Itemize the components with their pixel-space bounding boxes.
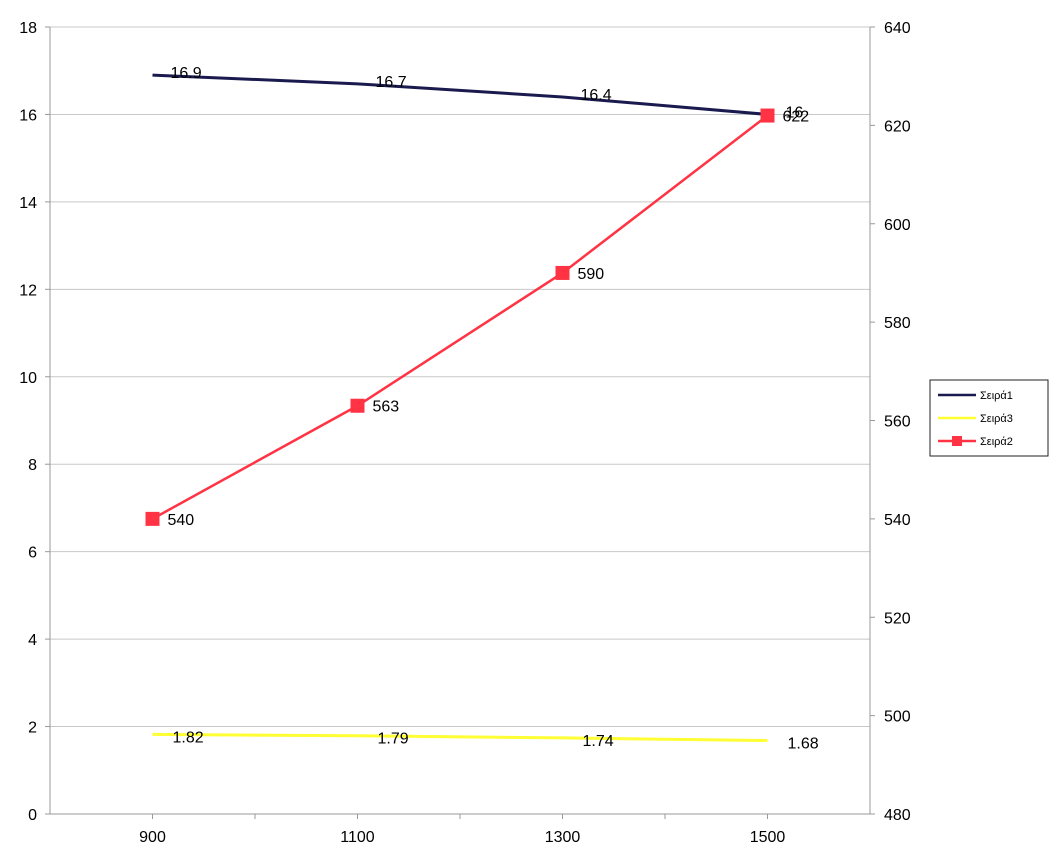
series-line <box>151 114 769 520</box>
gridlines <box>50 26 870 728</box>
data-label: 1.68 <box>788 736 819 753</box>
series-line <box>152 732 768 743</box>
y-tick-label: 0 <box>28 807 37 824</box>
y2-tick-label: 600 <box>884 217 911 234</box>
y-tick-label: 6 <box>28 545 37 562</box>
series-line <box>152 73 768 116</box>
data-label: 16.7 <box>376 74 407 91</box>
x-tick-label: 1500 <box>750 829 786 846</box>
series-marker <box>555 265 570 280</box>
data-label: 622 <box>783 109 810 126</box>
y-tick-label: 10 <box>19 370 37 387</box>
y2-tick-label: 500 <box>884 709 911 726</box>
legend-label: Σειρά1 <box>980 390 1013 402</box>
data-label: 1.79 <box>378 731 409 748</box>
data-label: 540 <box>168 512 195 529</box>
series-marker <box>760 108 775 123</box>
data-label: 16.4 <box>581 87 612 104</box>
y2-tick-label: 620 <box>884 118 911 135</box>
legend-marker <box>952 436 962 446</box>
data-label: 16 <box>786 104 804 121</box>
data-label: 16.9 <box>171 65 202 82</box>
y-tick-label: 12 <box>19 282 37 299</box>
x-tick-label: 900 <box>139 829 166 846</box>
y-tick-label: 4 <box>28 632 37 649</box>
x-tick-label: 1300 <box>545 829 581 846</box>
y-tick-label: 2 <box>28 720 37 737</box>
y-tick-label: 16 <box>19 107 37 124</box>
y2-tick-label: 520 <box>884 610 911 627</box>
y-tick-label: 18 <box>19 20 37 37</box>
y2-tick-label: 480 <box>884 807 911 824</box>
data-label: 563 <box>373 399 400 416</box>
axes: 0 2 4 6 8 10 12 14 16 18 480 500 520 540 560 580 600 620 6… <box>19 20 911 846</box>
y-tick-label: 8 <box>28 457 37 474</box>
series-marker <box>350 398 365 413</box>
data-label: 1.82 <box>173 729 204 746</box>
y-tick-label: 14 <box>19 195 37 212</box>
y2-tick-label: 580 <box>884 315 911 332</box>
data-label: 590 <box>578 266 605 283</box>
legend-label: Σειρά3 <box>980 413 1013 425</box>
data-labels: 16.9 16.7 16.4 16 1.82 1.79 1.74 1.68 540 563 590 6… <box>168 65 819 752</box>
series-lines <box>145 73 775 743</box>
y2-tick-label: 540 <box>884 512 911 529</box>
y2-tick-label: 560 <box>884 414 911 431</box>
series-marker <box>145 511 160 526</box>
data-label: 1.74 <box>583 733 614 750</box>
legend-label: Σειρά2 <box>980 436 1013 448</box>
x-tick-label: 1100 <box>340 829 375 846</box>
legend: Σειρά1 Σειρά3 Σειρά2 <box>929 379 1049 457</box>
y2-tick-label: 640 <box>884 20 911 37</box>
